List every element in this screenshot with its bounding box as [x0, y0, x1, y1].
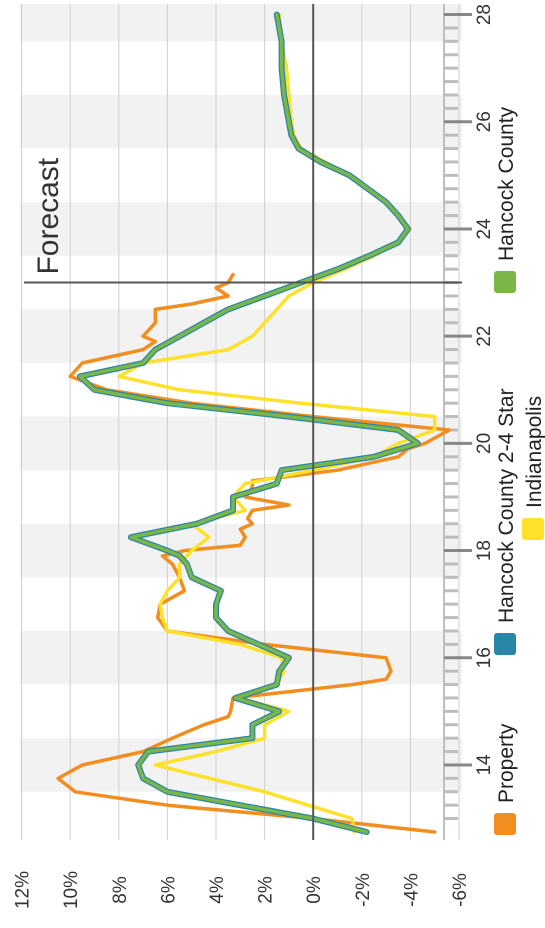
shaded-band [20, 738, 462, 792]
x-tick-label: 22 [474, 326, 495, 347]
legend-label: Property [495, 723, 518, 803]
shaded-band [20, 309, 462, 363]
x-tick-label: 28 [474, 4, 495, 25]
y-tick-label: -6% [450, 873, 471, 907]
legend-swatch [494, 271, 516, 293]
x-tick-label: 20 [474, 433, 495, 454]
x-tick-label: 14 [474, 754, 495, 776]
x-tick-label: 16 [474, 647, 495, 668]
annotations: Forecast [32, 157, 65, 274]
series-lines [56, 11, 452, 835]
series-line [78, 12, 420, 834]
y-tick-label: 2% [256, 876, 277, 904]
y-tick-label: -4% [401, 873, 422, 907]
reference-lines [24, 3, 462, 840]
legend-label: Hancock County 2-4 Star [495, 388, 518, 623]
y-tick-label: 0% [304, 876, 325, 904]
legend-label: Hancock County [495, 106, 518, 261]
legend: Property Hancock County 2-4 Star Indianapo… [494, 106, 545, 835]
x-tick-label: 26 [474, 111, 495, 132]
y-tick-label: 10% [61, 871, 82, 909]
legend-swatch [494, 633, 516, 655]
legend-label: Indianapolis [523, 396, 545, 508]
y-tick-label: 4% [207, 876, 228, 904]
x-tick-labels: 14 16 18 20 22 24 26 28 [474, 4, 495, 776]
forecast-label: Forecast [32, 157, 65, 274]
x-axis [443, 3, 472, 840]
legend-swatch [522, 518, 544, 540]
series-line [56, 272, 452, 834]
x-tick-label: 24 [474, 218, 495, 240]
y-tick-label: 6% [158, 876, 179, 904]
shaded-band [20, 3, 462, 42]
y-tick-label: 8% [110, 876, 131, 904]
shaded-band [20, 94, 462, 149]
y-tick-label: 12% [13, 871, 34, 909]
legend-swatch [494, 813, 516, 835]
x-tick-label: 18 [474, 540, 495, 561]
y-tick-labels: 12% 10% 8% 6% 4% 2% 0% -2% -4% -6% [13, 871, 471, 909]
y-tick-label: -2% [353, 873, 374, 907]
